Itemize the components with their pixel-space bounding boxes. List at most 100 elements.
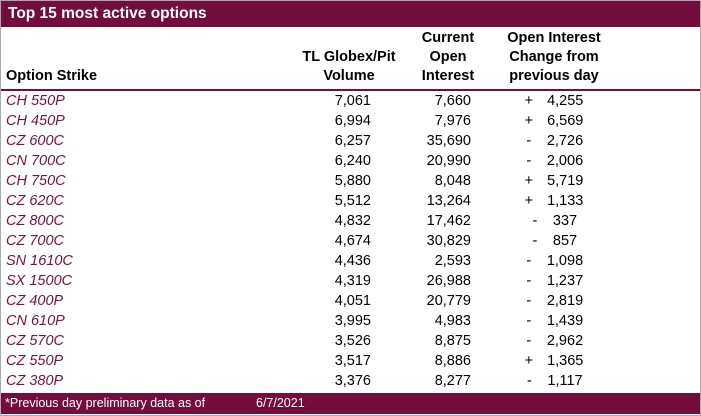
- oi-change-cell: -2,962: [471, 331, 637, 351]
- table-row: CZ 380P 3,376 8,277 -1,117: [1, 371, 700, 391]
- header-oi-change: Open Interest Change from previous day: [507, 29, 600, 86]
- change-sign: -: [526, 253, 532, 269]
- change-sign: +: [524, 353, 534, 369]
- oi-change-cell: +1,365: [471, 351, 637, 371]
- oi-change-cell: -857: [471, 231, 637, 251]
- change-sign: -: [532, 213, 538, 229]
- report-title-bar: Top 15 most active options: [1, 1, 700, 27]
- open-interest-cell: 8,048: [434, 173, 471, 189]
- header-volume-line2: Volume: [323, 68, 375, 84]
- header-change-line1: Open Interest: [507, 30, 601, 46]
- header-oi-line3: Interest: [421, 68, 475, 84]
- oi-change-cell: -2,006: [471, 151, 637, 171]
- option-strike-cell: CZ 800C: [6, 213, 65, 229]
- change-value: 2,962: [546, 333, 584, 349]
- option-strike-cell: CZ 400P: [6, 293, 64, 309]
- volume-cell: 6,257: [334, 133, 371, 149]
- oi-change-cell: +6,569: [471, 111, 637, 131]
- oi-change-cell: +4,255: [471, 91, 637, 111]
- change-value: 2,006: [546, 153, 584, 169]
- header-open-interest: Current Open Interest: [422, 29, 474, 86]
- change-sign: -: [526, 313, 532, 329]
- footer-date: 6/7/2021: [256, 396, 305, 410]
- oi-change-cell: -2,726: [471, 131, 637, 151]
- change-sign: -: [526, 273, 532, 289]
- table-row: CZ 570C 3,526 8,875 -2,962: [1, 331, 700, 351]
- open-interest-cell: 7,660: [434, 93, 471, 109]
- table-row: CN 700C 6,240 20,990 -2,006: [1, 151, 700, 171]
- table-row: CZ 600C 6,257 35,690 -2,726: [1, 131, 700, 151]
- change-sign: +: [524, 193, 534, 209]
- table-row: CZ 400P 4,051 20,779 -2,819: [1, 291, 700, 311]
- volume-cell: 7,061: [334, 93, 371, 109]
- footer-bar: *Previous day preliminary data as of 6/7…: [1, 393, 700, 414]
- change-value: 2,819: [546, 293, 584, 309]
- table-row: CZ 620C 5,512 13,264 +1,133: [1, 191, 700, 211]
- change-value: 6,569: [547, 113, 584, 129]
- option-strike-cell: SX 1500C: [6, 273, 73, 289]
- change-value: 4,255: [547, 93, 584, 109]
- open-interest-cell: 17,462: [426, 213, 471, 229]
- volume-cell: 6,240: [334, 153, 371, 169]
- change-sign: +: [524, 113, 534, 129]
- change-value: 337: [552, 213, 578, 229]
- header-change-line3: previous day: [509, 68, 599, 84]
- change-sign: -: [526, 153, 532, 169]
- change-sign: -: [526, 373, 532, 389]
- option-strike-cell: CZ 600C: [6, 133, 65, 149]
- oi-change-cell: -337: [471, 211, 637, 231]
- option-strike-cell: CN 610P: [6, 313, 65, 329]
- oi-change-cell: -1,237: [471, 271, 637, 291]
- open-interest-cell: 8,886: [434, 353, 471, 369]
- oi-change-cell: -1,439: [471, 311, 637, 331]
- change-value: 857: [552, 233, 578, 249]
- volume-cell: 4,051: [334, 293, 371, 309]
- volume-cell: 4,674: [334, 233, 371, 249]
- option-strike-cell: CZ 620C: [6, 193, 65, 209]
- header-oi-line1: Current: [421, 30, 475, 46]
- option-strike-cell: CH 750C: [6, 173, 66, 189]
- change-value: 1,237: [546, 273, 584, 289]
- option-strike-cell: SN 1610C: [6, 253, 73, 269]
- report-title: Top 15 most active options: [8, 5, 207, 22]
- change-sign: -: [532, 233, 538, 249]
- open-interest-cell: 30,829: [426, 233, 471, 249]
- open-interest-cell: 7,976: [434, 113, 471, 129]
- volume-cell: 3,995: [334, 313, 371, 329]
- open-interest-cell: 26,988: [426, 273, 471, 289]
- open-interest-cell: 8,875: [434, 333, 471, 349]
- header-divider-rule: [1, 89, 700, 91]
- volume-cell: 4,832: [334, 213, 371, 229]
- volume-cell: 6,994: [334, 113, 371, 129]
- change-value: 2,726: [546, 133, 584, 149]
- change-value: 1,133: [547, 193, 584, 209]
- option-strike-cell: CZ 380P: [6, 373, 64, 389]
- header-change-line2: Change from: [509, 49, 599, 65]
- open-interest-cell: 20,990: [426, 153, 471, 169]
- open-interest-cell: 4,983: [434, 313, 471, 329]
- open-interest-cell: 35,690: [426, 133, 471, 149]
- volume-cell: 5,880: [334, 173, 371, 189]
- header-volume-line1: TL Globex/Pit: [302, 49, 396, 65]
- column-headers: Option Strike TL Globex/Pit Volume Curre…: [1, 27, 700, 89]
- option-strike-cell: CH 550P: [6, 93, 65, 109]
- change-sign: -: [526, 133, 532, 149]
- table-row: CN 610P 3,995 4,983 -1,439: [1, 311, 700, 331]
- table-row: CZ 700C 4,674 30,829 -857: [1, 231, 700, 251]
- options-table-body: CH 550P 7,061 7,660 +4,255 CH 450P 6,994…: [1, 91, 700, 391]
- change-sign: -: [526, 293, 532, 309]
- oi-change-cell: +5,719: [471, 171, 637, 191]
- volume-cell: 4,436: [334, 253, 371, 269]
- change-value: 1,117: [547, 373, 583, 389]
- oi-change-cell: -1,117: [471, 371, 637, 391]
- volume-cell: 5,512: [334, 193, 371, 209]
- table-row: CZ 550P 3,517 8,886 +1,365: [1, 351, 700, 371]
- volume-cell: 4,319: [334, 273, 371, 289]
- option-strike-cell: CH 450P: [6, 113, 65, 129]
- volume-cell: 3,517: [334, 353, 371, 369]
- volume-cell: 3,526: [334, 333, 371, 349]
- table-row: CH 450P 6,994 7,976 +6,569: [1, 111, 700, 131]
- option-strike-cell: CN 700C: [6, 153, 66, 169]
- oi-change-cell: -2,819: [471, 291, 637, 311]
